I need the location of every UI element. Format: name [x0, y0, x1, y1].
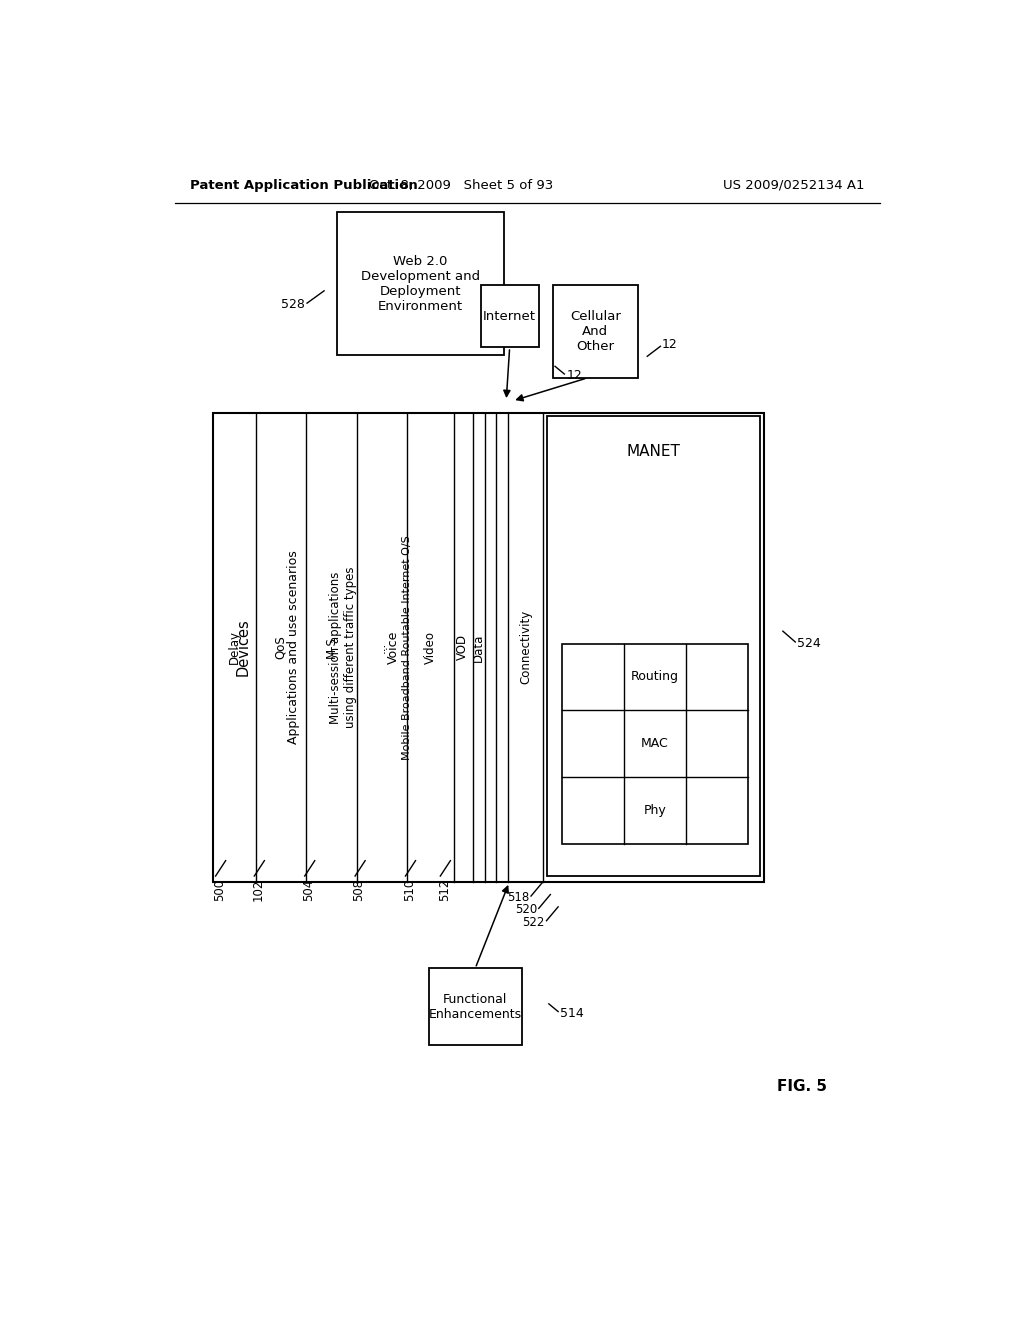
- Text: MAC: MAC: [641, 737, 669, 750]
- Text: 102: 102: [252, 879, 264, 902]
- Text: 524: 524: [797, 638, 820, 649]
- Text: 508: 508: [352, 879, 366, 902]
- Text: 12: 12: [662, 338, 677, 351]
- Text: Phy: Phy: [644, 804, 667, 817]
- Text: Multi-session applications
using different traffic types: Multi-session applications using differe…: [330, 566, 357, 729]
- Text: 500: 500: [213, 879, 226, 902]
- Text: Internet: Internet: [483, 310, 537, 323]
- Text: Patent Application Publication: Patent Application Publication: [190, 178, 418, 191]
- Text: Mobile Broadband Routable Internet O/S: Mobile Broadband Routable Internet O/S: [402, 535, 412, 760]
- Bar: [562, 644, 748, 843]
- Bar: [553, 285, 638, 378]
- Text: Oct. 8, 2009   Sheet 5 of 93: Oct. 8, 2009 Sheet 5 of 93: [369, 178, 553, 191]
- Bar: [429, 969, 521, 1045]
- Text: ...: ...: [375, 642, 388, 653]
- Text: Cellular
And
Other: Cellular And Other: [570, 310, 621, 354]
- Text: M-S: M-S: [325, 636, 338, 659]
- Text: Devices: Devices: [236, 619, 250, 676]
- Bar: [547, 416, 761, 876]
- Text: VOD: VOD: [457, 635, 469, 660]
- Text: 520: 520: [515, 903, 538, 916]
- Text: 512: 512: [437, 879, 451, 902]
- Bar: [213, 413, 764, 882]
- Bar: [337, 213, 504, 355]
- Text: Data: Data: [472, 634, 484, 661]
- Text: Routing: Routing: [631, 671, 679, 684]
- Text: 522: 522: [522, 916, 545, 929]
- Text: Web 2.0
Development and
Deployment
Environment: Web 2.0 Development and Deployment Envir…: [361, 255, 480, 313]
- Text: 504: 504: [302, 879, 315, 902]
- Text: Functional
Enhancements: Functional Enhancements: [429, 993, 522, 1020]
- Text: Applications and use scenarios: Applications and use scenarios: [287, 550, 300, 744]
- Text: MANET: MANET: [627, 444, 680, 458]
- Text: FIG. 5: FIG. 5: [777, 1078, 827, 1094]
- Text: 12: 12: [566, 370, 583, 381]
- Text: 528: 528: [281, 298, 305, 312]
- Text: QoS: QoS: [274, 635, 287, 659]
- Text: Video: Video: [424, 631, 437, 664]
- Text: 510: 510: [402, 879, 416, 902]
- Text: 514: 514: [560, 1007, 585, 1019]
- Bar: [480, 285, 539, 347]
- Text: Connectivity: Connectivity: [519, 610, 532, 685]
- Text: 518: 518: [507, 891, 529, 904]
- Text: Delay: Delay: [227, 631, 241, 664]
- Text: Voice: Voice: [387, 631, 400, 664]
- Text: US 2009/0252134 A1: US 2009/0252134 A1: [723, 178, 864, 191]
